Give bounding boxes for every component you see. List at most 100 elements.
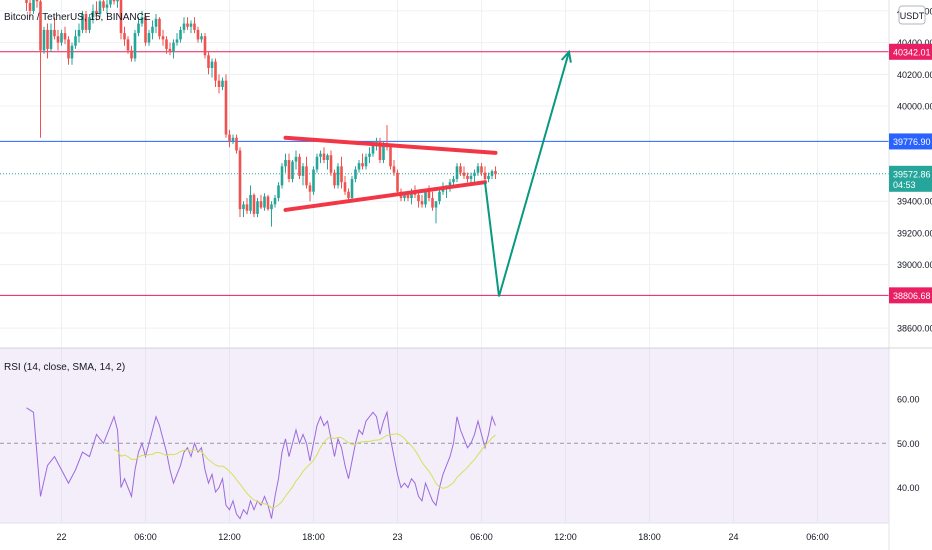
- candle-body: [420, 201, 424, 205]
- candle-body: [298, 156, 301, 176]
- candle-body: [270, 204, 273, 210]
- candle-body: [137, 23, 140, 34]
- candle-body: [39, 1, 42, 51]
- candle-body: [228, 134, 231, 141]
- triangle-upper-line[interactable]: [283, 135, 498, 155]
- rsi-title: RSI (14, close, SMA, 14, 2): [4, 362, 125, 373]
- price-tick-label: 39000.00: [897, 260, 932, 270]
- time-tick-label: 18:00: [638, 532, 661, 542]
- candle-body: [175, 39, 179, 43]
- time-tick-label: 18:00: [302, 532, 325, 542]
- candle-body: [469, 175, 473, 180]
- level-tag-support[interactable]: 38806.68: [889, 287, 932, 304]
- candle-body: [490, 171, 494, 176]
- candle-body: [112, 0, 116, 2]
- level-tag-bg: [889, 133, 932, 150]
- currency-label: USDT: [900, 11, 925, 21]
- candle-body: [56, 36, 60, 43]
- rsi-pane[interactable]: [0, 348, 889, 523]
- candle-body: [343, 182, 347, 192]
- time-axis[interactable]: 22 06:00 12:00 18:00 23 06:00 12:00 18:00 24 06:0…: [56, 532, 828, 542]
- candle-body: [126, 39, 130, 51]
- candle-body: [158, 18, 161, 37]
- rsi-axis[interactable]: 60.00 50.00 40.00: [897, 395, 920, 494]
- candle-body: [207, 55, 210, 68]
- candle-body: [403, 194, 406, 199]
- candle-body: [431, 198, 434, 208]
- currency-badge[interactable]: USDT: [898, 5, 926, 25]
- candle-body: [259, 201, 263, 208]
- candle-body: [221, 80, 224, 88]
- time-tick-label: 12:00: [218, 532, 241, 542]
- candle-body: [25, 0, 28, 3]
- level-tag-bg: [889, 165, 932, 192]
- symbol-title: Bitcoin / TetherUS, 15, BINANCE: [4, 12, 151, 23]
- candle-body: [336, 166, 340, 186]
- candle-body: [252, 194, 256, 214]
- level-tag-resistance[interactable]: 40342.01: [889, 43, 932, 60]
- level-tag-label: 40342.01: [893, 47, 931, 57]
- candle-body: [102, 1, 105, 8]
- rsi-indicator: [0, 407, 889, 520]
- candle-body: [301, 166, 305, 176]
- candle-body: [256, 201, 259, 214]
- candle-body: [196, 29, 200, 40]
- candle-body: [347, 191, 350, 199]
- candle-body: [333, 172, 336, 186]
- rsi-ma-line: [113, 433, 496, 509]
- horizontal-levels[interactable]: [0, 51, 889, 296]
- candle-body: [473, 172, 476, 176]
- candle-body: [396, 172, 399, 192]
- rsi-tick-label: 50.00: [897, 439, 920, 449]
- candle-body: [35, 0, 39, 2]
- level-tag-countdown: 04:53: [893, 180, 916, 190]
- time-tick-label: 24: [728, 532, 738, 542]
- candle-body: [438, 191, 441, 202]
- time-tick-label: 12:00: [554, 532, 577, 542]
- candle-body: [70, 45, 74, 59]
- candlestick-series: [25, 0, 497, 227]
- projection-path[interactable]: [484, 51, 570, 297]
- rsi-tick-label: 40.00: [897, 483, 920, 493]
- candle-body: [340, 166, 343, 183]
- projection-arrowhead[interactable]: [560, 49, 572, 63]
- price-tick-label: 38600.00: [897, 324, 932, 334]
- candle-body: [280, 166, 284, 186]
- triangle-lower-line[interactable]: [283, 180, 487, 212]
- candle-body: [123, 33, 126, 40]
- candle-body: [109, 0, 112, 5]
- candle-body: [483, 172, 487, 180]
- candle-body: [287, 159, 291, 180]
- candle-body: [459, 166, 462, 173]
- candle-body: [235, 137, 238, 151]
- trend-drawings[interactable]: [283, 49, 572, 297]
- price-axis[interactable]: 40600.0040400.0040200.0040000.0039400.00…: [889, 6, 932, 334]
- candle-body: [350, 179, 354, 199]
- candle-body: [144, 17, 147, 43]
- candle-body: [210, 61, 214, 68]
- candle-body: [49, 29, 53, 49]
- price-tick-label: 40200.00: [897, 70, 932, 80]
- level-tag-label: 38806.68: [893, 291, 931, 301]
- candle-body: [217, 80, 221, 88]
- candle-body: [364, 156, 368, 167]
- candle-body: [98, 1, 102, 15]
- candle-body: [168, 48, 172, 53]
- candle-body: [312, 169, 315, 192]
- candle-body: [245, 204, 249, 211]
- candle-body: [319, 153, 322, 157]
- candle-body: [291, 161, 294, 180]
- price-tick-label: 39400.00: [897, 197, 932, 207]
- candle-body: [326, 155, 329, 160]
- level-tag-current_level[interactable]: 39776.90: [889, 133, 932, 150]
- candle-body: [161, 36, 165, 40]
- candle-body: [305, 166, 308, 186]
- candle-body: [130, 50, 133, 59]
- time-tick-label: 06:00: [470, 532, 493, 542]
- candle-body: [322, 153, 326, 160]
- level-tag-bg: [889, 287, 932, 304]
- candle-body: [46, 29, 49, 49]
- candle-body: [84, 14, 88, 30]
